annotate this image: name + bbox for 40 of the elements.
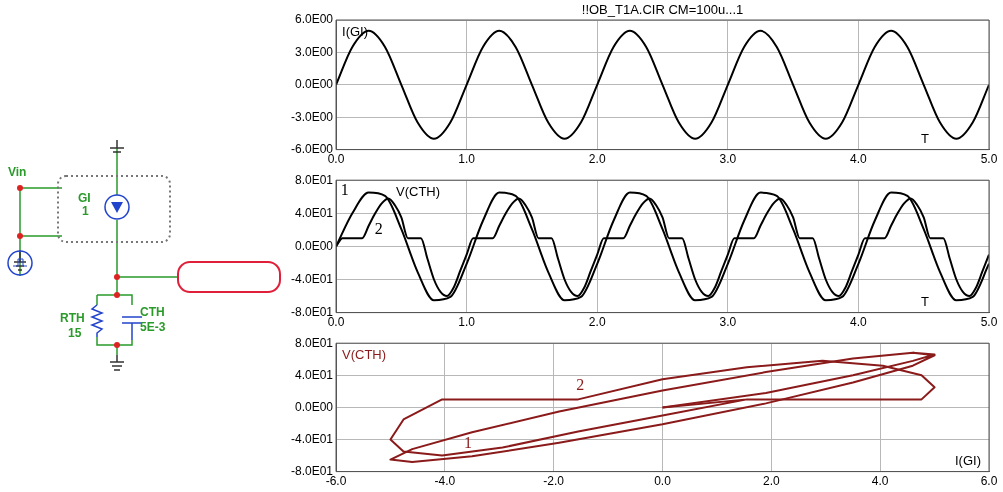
y-axis-title: V(CTH) xyxy=(396,184,441,200)
x-tick-label: 2.0 xyxy=(588,152,606,167)
x-axis-title: I(GI) xyxy=(955,452,981,468)
y-tick-label: 8.0E01 xyxy=(294,172,334,187)
x-tick-label: 2.0 xyxy=(588,315,606,330)
x-tick-label: 3.0 xyxy=(719,152,737,167)
y-tick-label: 6.0E00 xyxy=(294,12,334,27)
x-tick-label: 4.0 xyxy=(850,315,868,330)
x-axis-title: T xyxy=(921,293,930,309)
circuit-schematic: Vin GI 1 RTH 15 CTH 5E-3 xyxy=(7,139,281,371)
x-tick-label: 4.0 xyxy=(871,474,889,489)
x-tick-label: -2.0 xyxy=(543,474,565,489)
y-tick-label: -3.0E00 xyxy=(291,109,334,124)
x-tick-label: 5.0 xyxy=(980,315,998,330)
y-tick-label: 8.0E01 xyxy=(294,335,334,350)
x-tick-label: 6.0 xyxy=(980,474,998,489)
y-tick-label: 3.0E00 xyxy=(294,44,334,59)
x-tick-label: 1.0 xyxy=(458,152,476,167)
x-axis-title: T xyxy=(921,130,930,146)
chart-title: !!OB_T1A.CIR CM=100u...1 xyxy=(581,2,744,18)
y-tick-label: -4.0E01 xyxy=(291,431,334,446)
y-tick-label: 0.0E00 xyxy=(294,238,334,253)
y-tick-label: 4.0E01 xyxy=(294,205,334,220)
x-tick-label: -4.0 xyxy=(434,474,456,489)
y-axis-title: I(GI) xyxy=(342,24,369,40)
y-tick-label: -4.0E01 xyxy=(291,271,334,286)
series-label: 2 xyxy=(374,219,383,237)
x-tick-label: 4.0 xyxy=(850,152,868,167)
y-axis-title: V(CTH) xyxy=(342,347,387,363)
y-tick-label: 0.0E00 xyxy=(294,77,334,92)
x-tick-label: 0.0 xyxy=(654,474,672,489)
x-tick-label: 3.0 xyxy=(719,315,737,330)
x-tick-label: 1.0 xyxy=(458,315,476,330)
x-tick-label: 2.0 xyxy=(763,474,781,489)
series-label: 1 xyxy=(464,434,473,452)
y-tick-label: 4.0E01 xyxy=(294,367,334,382)
x-tick-label: 5.0 xyxy=(980,152,998,167)
series-label: 2 xyxy=(576,375,585,393)
y-tick-label: 0.0E00 xyxy=(294,399,334,414)
series-label: 1 xyxy=(340,180,349,198)
